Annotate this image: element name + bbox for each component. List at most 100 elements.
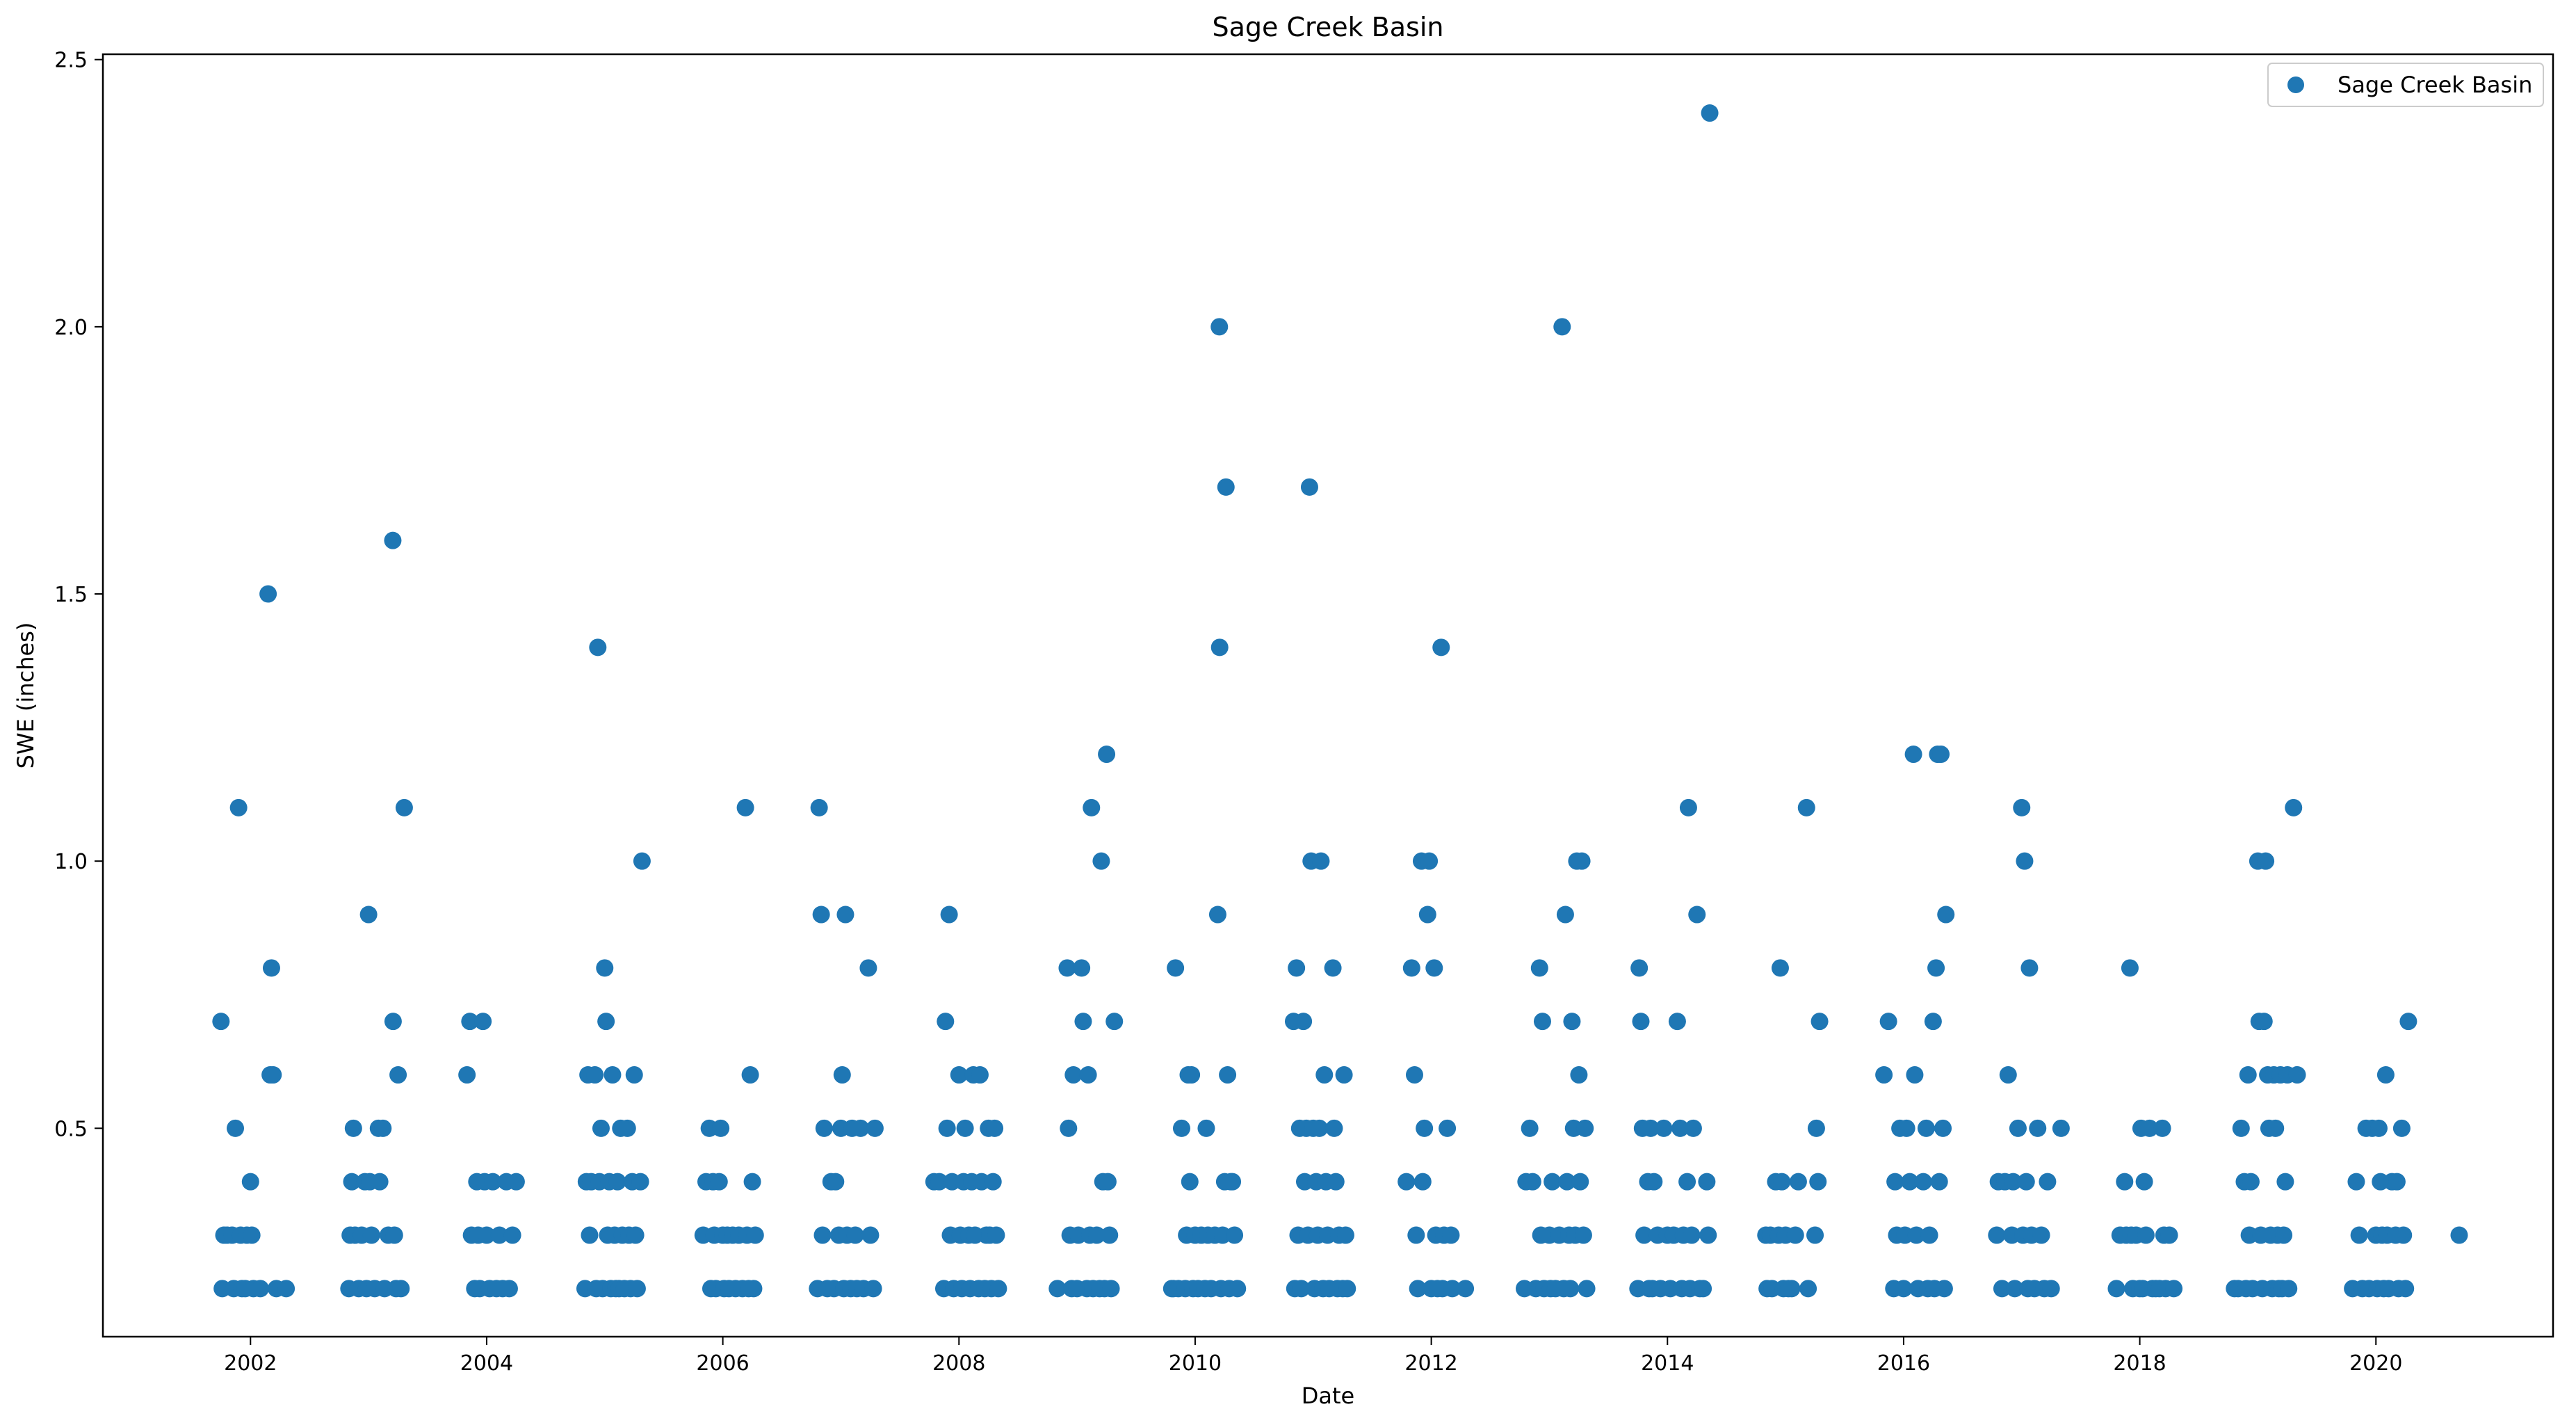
data-point bbox=[866, 1119, 884, 1137]
data-point bbox=[1210, 638, 1229, 657]
data-point bbox=[371, 1173, 389, 1191]
data-point bbox=[1914, 1173, 1932, 1191]
data-point bbox=[1398, 1173, 1416, 1191]
data-point bbox=[2397, 1280, 2415, 1298]
data-point bbox=[1571, 1173, 1589, 1191]
data-point bbox=[852, 1119, 870, 1137]
data-point bbox=[1325, 1119, 1343, 1137]
data-point bbox=[836, 905, 854, 924]
data-point bbox=[1811, 1013, 1829, 1031]
data-point bbox=[251, 1280, 269, 1298]
data-point bbox=[2388, 1173, 2406, 1191]
data-point bbox=[1789, 1173, 1807, 1191]
data-point bbox=[1701, 104, 1719, 122]
data-point bbox=[864, 1280, 882, 1298]
data-point bbox=[2275, 1226, 2293, 1244]
x-tick-label: 2018 bbox=[2113, 1351, 2166, 1376]
data-point bbox=[1688, 905, 1706, 924]
data-point bbox=[827, 1173, 845, 1191]
data-point bbox=[1999, 1066, 2017, 1084]
data-point bbox=[484, 1173, 502, 1191]
data-point bbox=[262, 959, 280, 977]
y-tick-label: 0.5 bbox=[54, 1117, 88, 1141]
data-point bbox=[1312, 852, 1330, 870]
data-point bbox=[2160, 1226, 2178, 1244]
x-tick-label: 2020 bbox=[2349, 1351, 2402, 1376]
data-point bbox=[618, 1119, 636, 1137]
data-point bbox=[986, 1119, 1004, 1137]
data-point bbox=[597, 1013, 615, 1031]
data-point bbox=[2350, 1226, 2368, 1244]
data-point bbox=[1684, 1119, 1702, 1137]
data-point bbox=[971, 1066, 989, 1084]
data-point bbox=[592, 1119, 610, 1137]
data-point bbox=[212, 1013, 230, 1031]
data-point bbox=[2395, 1226, 2413, 1244]
data-point bbox=[1208, 905, 1226, 924]
data-point bbox=[1930, 1173, 1948, 1191]
data-point bbox=[1338, 1280, 1356, 1298]
data-point bbox=[940, 905, 958, 924]
data-point bbox=[1875, 1066, 1893, 1084]
data-point bbox=[2013, 798, 2031, 816]
data-point bbox=[1336, 1226, 1354, 1244]
data-point bbox=[1678, 1173, 1696, 1191]
data-point bbox=[608, 1173, 626, 1191]
data-point bbox=[2399, 1013, 2417, 1031]
data-point bbox=[625, 1066, 643, 1084]
data-point bbox=[243, 1226, 261, 1244]
data-point bbox=[374, 1119, 392, 1137]
x-axis: 2002 2004 2006 2008 2010 2012 2014 2016 2018 2020 bbox=[224, 1337, 2402, 1376]
data-point bbox=[2020, 959, 2039, 977]
data-point bbox=[1698, 1173, 1716, 1191]
data-point bbox=[626, 1226, 645, 1244]
legend-marker bbox=[2287, 77, 2304, 93]
data-point bbox=[2392, 1119, 2411, 1137]
data-point bbox=[1226, 1226, 1244, 1244]
data-point bbox=[1797, 798, 1815, 816]
data-point bbox=[1907, 1226, 1925, 1244]
data-point bbox=[1578, 1280, 1596, 1298]
data-point bbox=[1906, 1066, 1924, 1084]
data-point bbox=[343, 1173, 361, 1191]
data-point bbox=[507, 1173, 525, 1191]
data-point bbox=[1413, 1173, 1432, 1191]
y-tick-label: 1.5 bbox=[54, 583, 88, 607]
data-point bbox=[2042, 1280, 2060, 1298]
data-point bbox=[846, 1226, 864, 1244]
x-tick-label: 2008 bbox=[932, 1351, 985, 1376]
data-point bbox=[1901, 1173, 1919, 1191]
data-point bbox=[1642, 1119, 1660, 1137]
data-point bbox=[1576, 1119, 1594, 1137]
data-point bbox=[1988, 1226, 2006, 1244]
data-point bbox=[1917, 1119, 1935, 1137]
data-point bbox=[1048, 1280, 1067, 1298]
legend-box bbox=[2267, 63, 2544, 107]
x-tick-label: 2002 bbox=[224, 1351, 277, 1376]
data-point bbox=[264, 1066, 282, 1084]
data-point bbox=[589, 638, 607, 657]
data-point bbox=[1224, 1173, 1242, 1191]
data-point bbox=[1409, 1280, 1427, 1298]
data-point bbox=[490, 1226, 508, 1244]
data-point bbox=[633, 852, 651, 870]
data-point bbox=[1668, 1013, 1686, 1031]
data-point bbox=[344, 1119, 362, 1137]
data-point bbox=[1418, 905, 1436, 924]
data-point bbox=[1809, 1173, 1827, 1191]
data-point bbox=[950, 1066, 968, 1084]
data-point bbox=[743, 1173, 761, 1191]
data-point bbox=[2121, 959, 2139, 977]
data-point bbox=[1457, 1280, 1475, 1298]
data-point bbox=[458, 1066, 476, 1084]
data-point bbox=[2009, 1119, 2027, 1137]
data-point bbox=[1932, 746, 1950, 764]
data-point bbox=[813, 1226, 832, 1244]
data-point bbox=[1407, 1226, 1425, 1244]
data-point bbox=[2052, 1119, 2070, 1137]
data-point bbox=[1886, 1173, 1904, 1191]
data-point bbox=[586, 1066, 604, 1084]
data-point bbox=[2257, 852, 2275, 870]
data-point bbox=[859, 959, 877, 977]
data-point bbox=[1635, 1226, 1653, 1244]
